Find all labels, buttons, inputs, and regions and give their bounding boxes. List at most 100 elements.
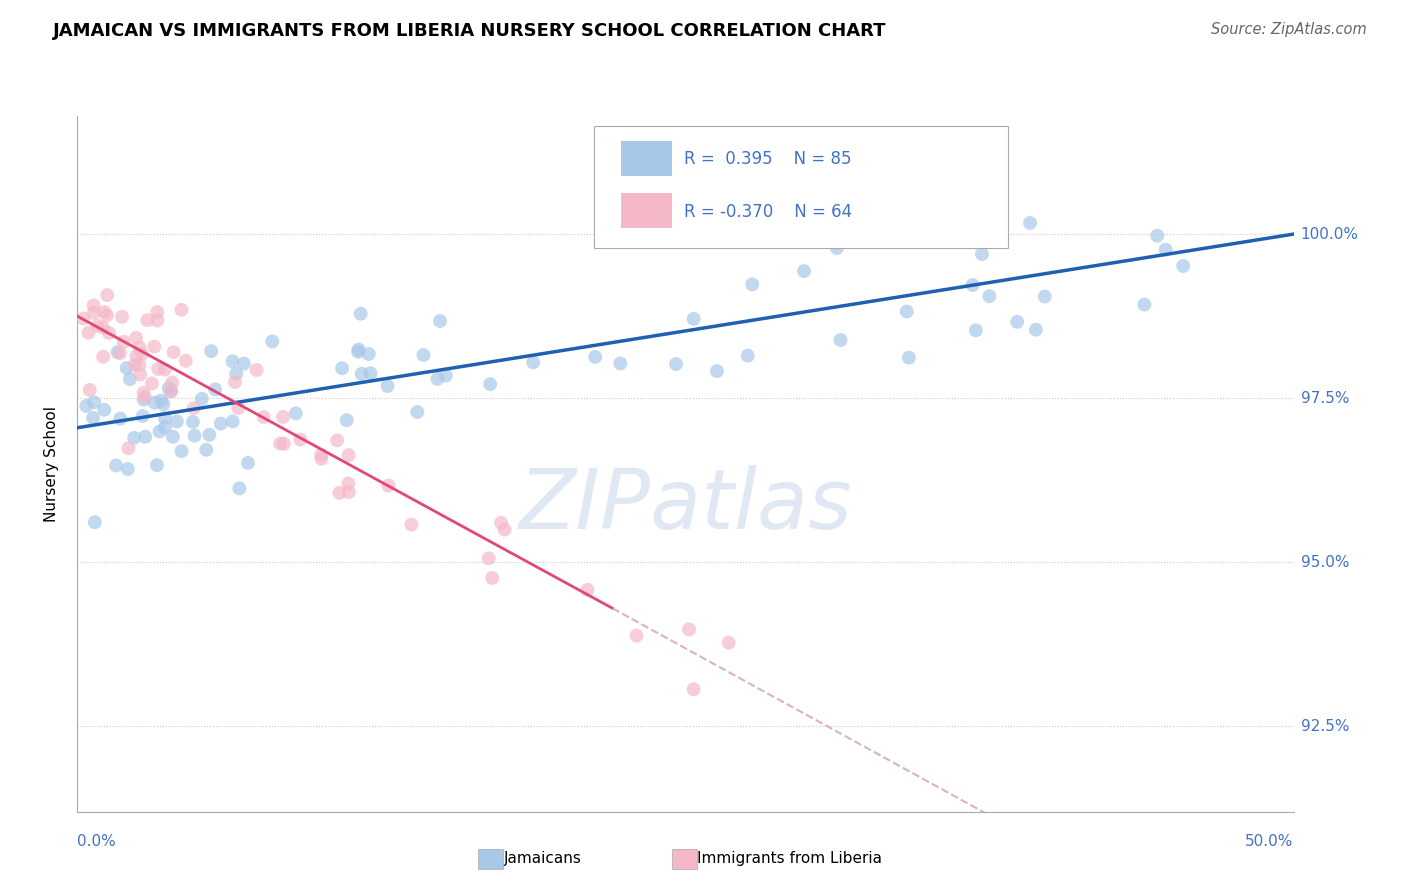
Point xyxy=(979,289,1001,303)
Point xyxy=(337,476,360,491)
Point xyxy=(136,313,159,327)
Point xyxy=(122,431,145,445)
Point xyxy=(330,361,353,376)
Point xyxy=(97,326,120,340)
Text: 100.0%: 100.0% xyxy=(1301,227,1358,242)
Point xyxy=(284,406,307,420)
Point xyxy=(253,409,276,424)
Point xyxy=(166,414,188,428)
Point xyxy=(626,629,648,643)
Text: Source: ZipAtlas.com: Source: ZipAtlas.com xyxy=(1211,22,1367,37)
Point xyxy=(209,417,232,431)
Point xyxy=(429,314,451,328)
Point xyxy=(682,682,704,697)
Point xyxy=(153,411,176,425)
Text: 97.5%: 97.5% xyxy=(1301,391,1348,406)
Point xyxy=(83,306,105,320)
Point xyxy=(309,448,332,462)
Point xyxy=(82,411,104,425)
Point xyxy=(1025,323,1047,337)
Point xyxy=(228,481,250,495)
Point xyxy=(107,345,129,359)
Point xyxy=(1146,228,1168,243)
Point xyxy=(350,367,373,381)
Point xyxy=(153,362,176,376)
Point xyxy=(134,430,156,444)
Point xyxy=(105,458,128,473)
Point xyxy=(682,311,704,326)
Point xyxy=(908,231,931,245)
Point xyxy=(962,278,984,293)
Point xyxy=(83,298,105,312)
Text: Jamaicans: Jamaicans xyxy=(503,851,581,865)
Point xyxy=(132,409,155,423)
Point xyxy=(583,350,606,364)
Point xyxy=(328,486,350,500)
Point xyxy=(108,346,131,360)
Point xyxy=(478,551,501,566)
Text: ZIPatlas: ZIPatlas xyxy=(519,465,852,546)
Point xyxy=(494,523,516,537)
Point xyxy=(271,409,294,424)
Point xyxy=(357,347,380,361)
Point xyxy=(262,334,284,349)
Point xyxy=(183,428,205,442)
Point xyxy=(117,441,139,455)
Point xyxy=(665,357,688,371)
Point xyxy=(83,395,105,409)
Point xyxy=(91,350,114,364)
Point xyxy=(86,318,108,333)
Point xyxy=(157,381,180,395)
Point xyxy=(96,288,118,302)
Point xyxy=(965,323,987,337)
Point xyxy=(896,304,918,318)
Point xyxy=(181,415,204,429)
Point xyxy=(162,345,184,359)
Point xyxy=(131,347,153,361)
Point xyxy=(143,395,166,409)
Point xyxy=(200,344,222,359)
Point xyxy=(347,343,370,357)
Point xyxy=(125,331,148,345)
Point xyxy=(83,515,105,529)
Point xyxy=(832,201,855,215)
Point xyxy=(204,383,226,397)
Point xyxy=(233,357,256,371)
Point xyxy=(198,427,221,442)
Point xyxy=(93,402,115,417)
Point xyxy=(377,478,399,492)
Point xyxy=(112,334,135,349)
Point xyxy=(825,241,848,255)
Point xyxy=(221,354,243,368)
Point xyxy=(191,392,214,406)
Point xyxy=(162,430,184,444)
Point xyxy=(128,340,150,354)
Point xyxy=(576,582,599,597)
Point xyxy=(337,485,360,500)
FancyBboxPatch shape xyxy=(595,127,1008,248)
Point xyxy=(377,379,399,393)
Point xyxy=(146,458,169,472)
Point xyxy=(1019,216,1042,230)
Y-axis label: Nursery School: Nursery School xyxy=(44,406,59,522)
Point xyxy=(79,383,101,397)
Point xyxy=(72,311,94,326)
Point xyxy=(228,401,250,415)
Point xyxy=(150,393,173,408)
Point xyxy=(406,405,429,419)
Point xyxy=(970,247,993,261)
Point xyxy=(609,356,631,370)
Point xyxy=(1173,259,1195,273)
Point xyxy=(481,571,503,585)
Point xyxy=(129,368,152,382)
Point xyxy=(1033,289,1056,303)
Bar xyxy=(621,142,672,177)
Point xyxy=(195,442,218,457)
Text: Immigrants from Liberia: Immigrants from Liberia xyxy=(697,851,883,865)
Text: 92.5%: 92.5% xyxy=(1301,719,1348,734)
Point xyxy=(174,354,197,368)
Point xyxy=(128,358,150,372)
Point xyxy=(125,349,148,363)
Text: R = -0.370    N = 64: R = -0.370 N = 64 xyxy=(685,202,852,220)
Point xyxy=(96,309,118,323)
